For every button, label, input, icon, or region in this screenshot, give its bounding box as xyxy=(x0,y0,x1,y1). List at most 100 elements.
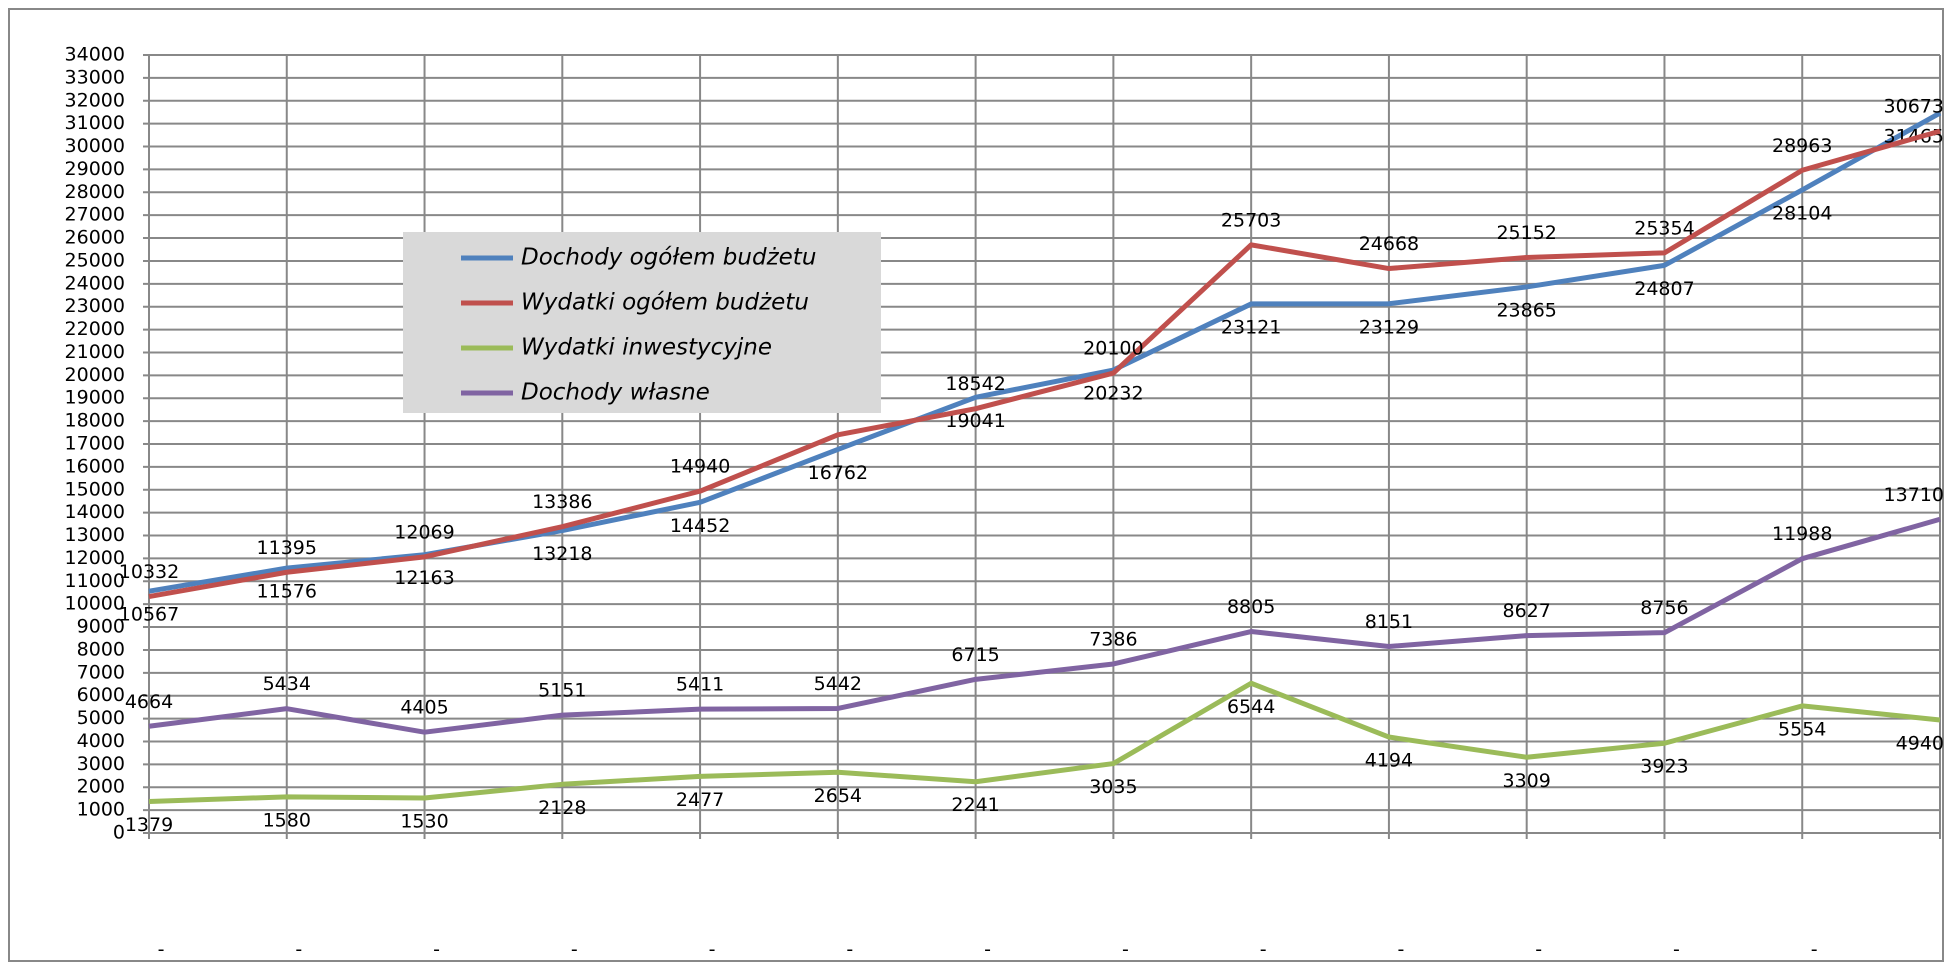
x-tick-label: - xyxy=(1811,939,1818,961)
y-tick-label: 32000 xyxy=(65,89,125,111)
y-tick-label: 24000 xyxy=(65,272,125,294)
legend-label: Wydatki ogółem budżetu xyxy=(521,290,809,316)
data-label: 24807 xyxy=(1634,278,1694,300)
data-label: 2241 xyxy=(951,794,999,816)
data-label: 24668 xyxy=(1359,233,1419,255)
x-tick-label: - xyxy=(984,939,991,961)
data-label: 6715 xyxy=(951,644,999,666)
data-label: 28963 xyxy=(1772,135,1832,157)
data-label: 28104 xyxy=(1772,202,1832,224)
x-tick-label: - xyxy=(571,939,578,961)
data-label: 3309 xyxy=(1503,770,1551,792)
data-label: 10332 xyxy=(119,561,179,583)
y-tick-label: 31000 xyxy=(65,112,125,134)
y-tick-label: 16000 xyxy=(65,455,125,477)
data-label: 25703 xyxy=(1221,209,1281,231)
data-label: 11395 xyxy=(257,537,317,559)
x-tick-label: - xyxy=(1122,939,1129,961)
y-tick-label: 21000 xyxy=(65,341,125,363)
data-label: 20100 xyxy=(1083,338,1143,360)
data-label: 19041 xyxy=(945,410,1005,432)
y-tick-label: 5000 xyxy=(77,707,125,729)
data-label: 4405 xyxy=(400,697,448,719)
data-label: 4194 xyxy=(1365,750,1413,772)
data-label: 8151 xyxy=(1365,611,1413,633)
y-tick-label: 33000 xyxy=(65,66,125,88)
y-tick-label: 12000 xyxy=(65,547,125,569)
data-label: 25152 xyxy=(1496,222,1556,244)
data-label: 16762 xyxy=(808,462,868,484)
y-tick-label: 14000 xyxy=(65,501,125,523)
y-tick-label: 22000 xyxy=(65,318,125,340)
y-tick-label: 30000 xyxy=(65,135,125,157)
data-label: 30673 xyxy=(1884,96,1944,118)
y-tick-label: 8000 xyxy=(77,638,125,660)
y-tick-label: 25000 xyxy=(65,249,125,271)
series-line xyxy=(148,516,1941,735)
x-tick-label: - xyxy=(1260,939,1267,961)
y-tick-label: 17000 xyxy=(65,433,125,455)
data-label: 5411 xyxy=(676,674,724,696)
data-label: 18542 xyxy=(945,373,1005,395)
y-tick-label: 34000 xyxy=(65,44,125,66)
series-line xyxy=(148,680,1941,804)
legend-box xyxy=(403,232,881,413)
data-label: 5151 xyxy=(538,680,586,702)
data-label: 4664 xyxy=(125,691,173,713)
data-label: 13710 xyxy=(1884,484,1944,506)
data-label: 10567 xyxy=(119,604,179,626)
y-tick-label: 19000 xyxy=(65,387,125,409)
y-tick-label: 11000 xyxy=(65,570,125,592)
y-tick-label: 20000 xyxy=(65,364,125,386)
data-label: 1530 xyxy=(400,810,448,832)
data-label: 11576 xyxy=(257,581,317,603)
data-label: 5554 xyxy=(1778,718,1826,740)
x-tick-label: - xyxy=(1397,939,1404,961)
data-label: 20232 xyxy=(1083,383,1143,405)
y-tick-label: 10000 xyxy=(65,593,125,615)
series-line xyxy=(148,128,1941,600)
x-tick-label: - xyxy=(1535,939,1542,961)
data-label: 12163 xyxy=(394,567,454,589)
x-tick-label: - xyxy=(433,939,440,961)
y-tick-label: 6000 xyxy=(77,684,125,706)
data-label: 1580 xyxy=(263,809,311,831)
data-label: 8627 xyxy=(1503,600,1551,622)
y-tick-label: 18000 xyxy=(65,410,125,432)
y-tick-label: 3000 xyxy=(77,753,125,775)
data-label: 13386 xyxy=(532,491,592,513)
x-tick-label: - xyxy=(158,939,165,961)
data-label: 25354 xyxy=(1634,217,1694,239)
chart-border xyxy=(8,8,1944,962)
data-label: 8756 xyxy=(1640,597,1688,619)
y-tick-label: 9000 xyxy=(77,616,125,638)
data-label: 8805 xyxy=(1227,596,1275,618)
data-label: 1379 xyxy=(125,814,173,836)
y-tick-label: 7000 xyxy=(77,661,125,683)
legend-label: Dochody własne xyxy=(521,380,710,406)
data-label: 2654 xyxy=(814,785,862,807)
y-tick-label: 29000 xyxy=(65,158,125,180)
data-label: 14940 xyxy=(670,456,730,478)
x-tick-label: - xyxy=(1673,939,1680,961)
data-label: 23865 xyxy=(1496,299,1556,321)
data-label: 2128 xyxy=(538,797,586,819)
y-tick-label: 1000 xyxy=(77,799,125,821)
data-label: 4940 xyxy=(1896,732,1944,754)
data-label: 3923 xyxy=(1640,756,1688,778)
y-tick-label: 2000 xyxy=(77,776,125,798)
data-label: 5434 xyxy=(263,673,311,695)
data-label: 3035 xyxy=(1089,776,1137,798)
data-label: 7386 xyxy=(1089,628,1137,650)
y-tick-label: 0 xyxy=(113,822,125,844)
legend-label: Dochody ogółem budżetu xyxy=(521,245,816,271)
data-label: 13218 xyxy=(532,543,592,565)
y-tick-label: 27000 xyxy=(65,204,125,226)
x-tick-label: - xyxy=(709,939,716,961)
data-label: 14452 xyxy=(670,515,730,537)
x-tick-label: - xyxy=(295,939,302,961)
data-label: 11988 xyxy=(1772,523,1832,545)
y-tick-label: 4000 xyxy=(77,730,125,752)
data-label: 23121 xyxy=(1221,316,1281,338)
data-label: 2477 xyxy=(676,789,724,811)
